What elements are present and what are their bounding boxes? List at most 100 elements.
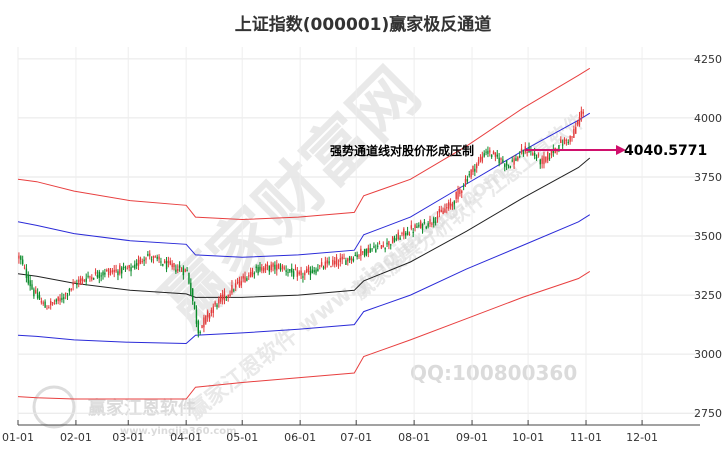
candle-body [195, 309, 198, 324]
candle-body [212, 306, 214, 313]
candle-body [285, 270, 287, 272]
annotation-layer: 强势通道线对股价形成压制 4040.5771 [330, 143, 707, 159]
candle-body [85, 278, 87, 282]
candle-body [573, 128, 575, 138]
candle-body [341, 256, 343, 260]
candle-body [18, 255, 20, 259]
candle-body [279, 267, 282, 270]
candle-body [489, 150, 491, 153]
candle-body [535, 156, 538, 159]
candle-body [156, 256, 158, 259]
candle-body [72, 283, 74, 286]
candle-body [449, 203, 452, 206]
watermark-layer: 赢家财富网 赢家江恩软件 www.yingjia360.com 赢家股票分析软件… [32, 54, 589, 437]
candle-body [79, 278, 82, 284]
candle-body [541, 158, 543, 164]
candle-body [137, 259, 140, 266]
candle-body [474, 168, 476, 172]
candle-body [298, 272, 300, 275]
candle-body [543, 156, 545, 165]
candle-body [216, 304, 218, 308]
candle-body [433, 217, 435, 224]
candle-body [434, 221, 437, 223]
axes: 01-01 02-01 03-01 04-01 05-01 06-01 07-01 08-01… [2, 53, 722, 444]
candle-body [111, 270, 114, 273]
candle-body [302, 276, 304, 278]
candle-body [403, 228, 405, 236]
candle-body [227, 295, 229, 298]
y-tick-label: 3750 [694, 171, 722, 184]
candle-body [360, 248, 362, 256]
candle-body [152, 255, 155, 259]
candle-body [214, 302, 216, 305]
candle-body [567, 141, 569, 143]
candle-body [199, 332, 201, 334]
candle-body [401, 233, 403, 235]
candle-body [517, 157, 519, 161]
candle-body [444, 208, 446, 213]
candle-body [272, 263, 274, 267]
candle-body [423, 222, 426, 224]
candle-body [580, 110, 583, 117]
candle-body [178, 265, 181, 268]
candle-body [313, 270, 315, 273]
candle-body [259, 266, 261, 271]
channel-line-lower-mid [17, 214, 591, 345]
candle-body [380, 245, 383, 249]
candle-body [483, 153, 485, 157]
candle-body [376, 245, 379, 247]
candle-body [532, 153, 534, 155]
x-tick-label: 07-01 [340, 431, 372, 444]
candle-body [100, 275, 102, 277]
candle-body [121, 267, 123, 274]
candle-body [274, 264, 276, 270]
candle-body [509, 165, 512, 168]
candle-body [23, 267, 26, 269]
candle-body [49, 301, 52, 306]
candle-body [477, 159, 480, 164]
watermark-qq: QQ:100800360 [410, 361, 577, 385]
candle-body [496, 154, 498, 157]
candle-body [33, 289, 35, 297]
candle-body [356, 254, 358, 258]
candle-body [334, 260, 336, 265]
candle-body [74, 282, 76, 284]
candle-body [563, 138, 566, 145]
candle-body [350, 258, 353, 261]
candle-body [382, 245, 384, 248]
candle-body [339, 257, 342, 263]
candle-body [163, 260, 166, 264]
watermark-url: www.yingjia360.com [120, 426, 237, 437]
candle-body [83, 280, 86, 282]
candle-body [264, 264, 267, 271]
candle-body [406, 231, 409, 235]
candle-body [96, 274, 99, 278]
candle-body [520, 148, 523, 153]
candle-body [165, 261, 168, 270]
candle-body [57, 296, 59, 301]
candle-body [446, 206, 448, 209]
candle-body [128, 265, 130, 268]
candle-body [29, 280, 31, 287]
candle-body [300, 270, 302, 276]
candle-body [367, 247, 370, 254]
candle-body [106, 269, 108, 272]
chart-title: 上证指数(000001)赢家极反通道 [235, 14, 492, 35]
candle-body [319, 265, 321, 267]
candle-body [582, 111, 584, 114]
candle-body [410, 225, 413, 229]
candle-body [238, 279, 241, 287]
x-tick-label: 10-01 [512, 431, 544, 444]
candle-body [556, 150, 558, 152]
candle-body [107, 268, 110, 276]
candle-body [206, 311, 209, 317]
candle-body [440, 209, 442, 213]
candle-body [363, 249, 366, 256]
candle-body [51, 302, 54, 304]
candle-body [135, 263, 138, 266]
candle-body [218, 298, 220, 304]
candle-body [263, 267, 265, 272]
candle-body [145, 258, 147, 260]
candle-body [64, 292, 67, 295]
